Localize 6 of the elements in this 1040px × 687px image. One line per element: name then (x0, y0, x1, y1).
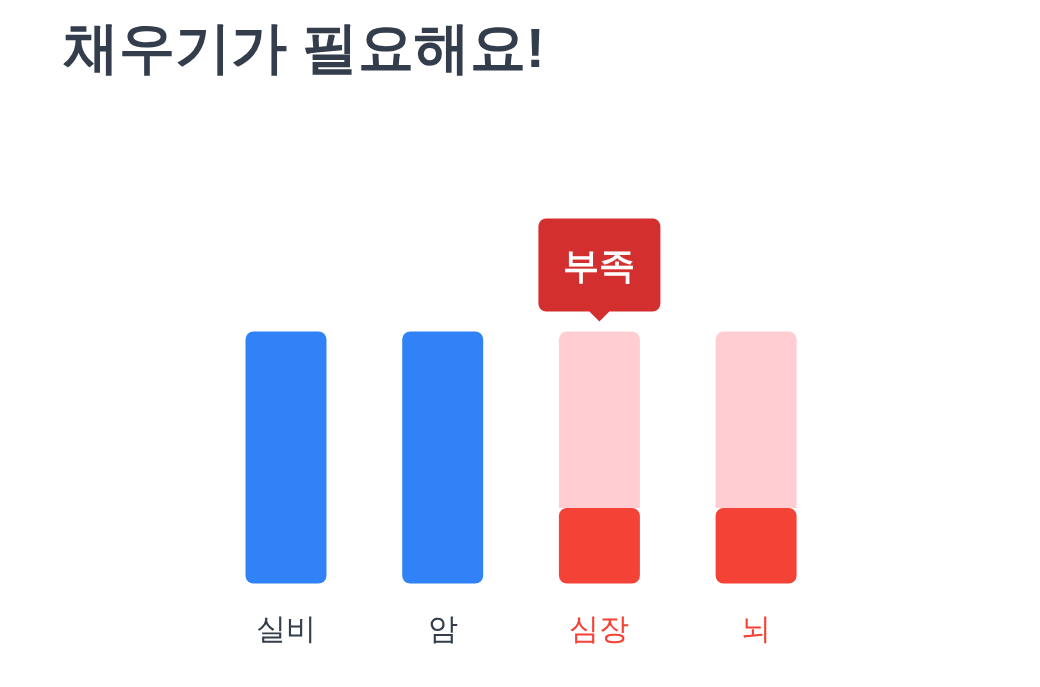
x-tick-label: 뇌 (741, 612, 772, 645)
annotation: 부족 (563, 244, 636, 286)
x-tick-label: 암 (427, 612, 458, 645)
chart-title: 채우기가 필요해요! (62, 16, 545, 79)
x-tick-label: 실비 (256, 612, 316, 645)
x-tick-label: 심장 (569, 612, 630, 645)
